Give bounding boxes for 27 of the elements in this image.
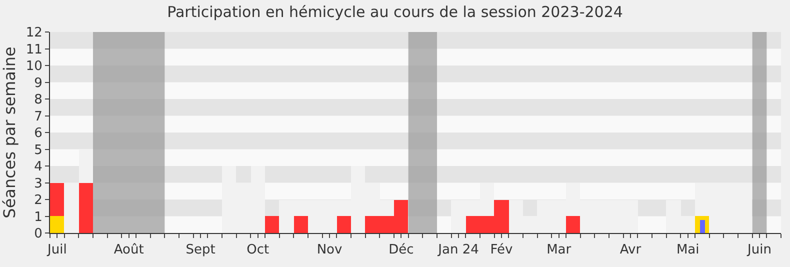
y-tick-label: 2 bbox=[34, 193, 42, 208]
x-tick-label: Nov bbox=[316, 242, 342, 258]
y-tick-label: 9 bbox=[34, 76, 42, 91]
y-tick-label: 3 bbox=[34, 176, 42, 192]
x-tick-label: Mai bbox=[676, 242, 700, 258]
y-tick-label: 12 bbox=[26, 26, 42, 41]
y-tick-label: 1 bbox=[34, 210, 42, 225]
x-tick-label: Mar bbox=[546, 242, 572, 258]
x-tick-label: Fév bbox=[490, 242, 514, 258]
x-tick-label: Août bbox=[114, 242, 144, 258]
y-tick-label: 4 bbox=[34, 160, 42, 175]
x-tick-label: Juin bbox=[746, 242, 772, 258]
x-tick-label: Déc bbox=[388, 242, 414, 258]
y-tick-label: 5 bbox=[34, 142, 42, 158]
y-tick-label: 6 bbox=[34, 126, 42, 142]
x-tick-label: Juil bbox=[46, 242, 67, 258]
y-tick-label: 10 bbox=[26, 59, 42, 74]
x-tick-label: Avr bbox=[620, 242, 642, 258]
chart-title: Participation en hémicycle au cours de la session 2023-2024 bbox=[167, 3, 623, 22]
x-tick-label: Sept bbox=[186, 242, 216, 258]
y-tick-label: 0 bbox=[34, 226, 42, 242]
y-tick-label: 11 bbox=[26, 42, 42, 58]
x-tick-label: Oct bbox=[246, 242, 270, 258]
y-tick-label: 7 bbox=[34, 109, 42, 124]
x-tick-label: Jan 24 bbox=[437, 242, 479, 258]
y-tick-label: 8 bbox=[34, 92, 42, 108]
y-axis-title: Séances par semaine bbox=[0, 46, 19, 218]
